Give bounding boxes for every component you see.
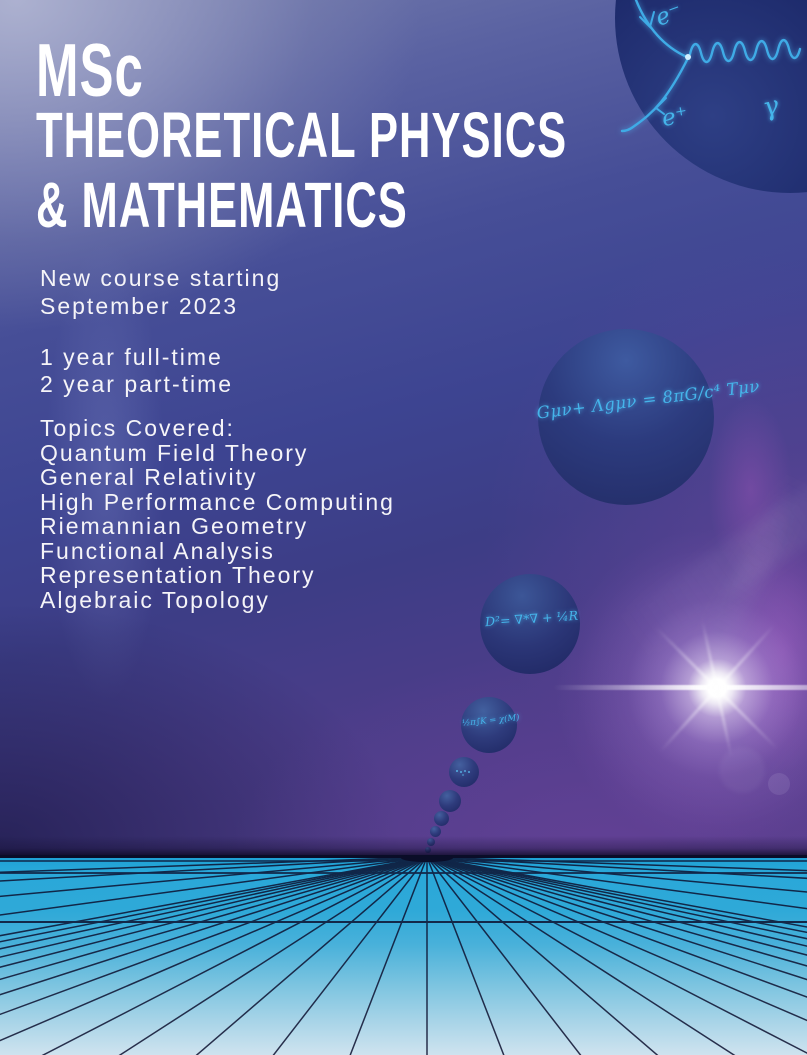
trail-sphere <box>434 811 449 826</box>
duration-full-time: 1 year full-time <box>40 344 223 370</box>
bokeh-circle <box>719 747 765 793</box>
trail-sphere <box>430 826 441 837</box>
einstein-equation-sphere <box>538 329 714 505</box>
course-title-line-2: THEORETICAL PHYSICS <box>36 99 568 171</box>
start-date-block: New course starting September 2023 <box>40 264 395 320</box>
duration-part-time: 2 year part-time <box>40 371 234 397</box>
topic-item: Riemannian Geometry <box>40 513 309 539</box>
topic-item: Algebraic Topology <box>40 586 270 613</box>
positron-label: e⁺ <box>659 101 690 133</box>
trail-sphere <box>439 790 461 812</box>
sky-background: e⁻ γ e⁺ Gμν+ Λgμν = 8πG/c⁴ Tμν D²= ∇*∇ +… <box>0 0 807 858</box>
course-details: New course starting September 2023 1 yea… <box>40 264 395 612</box>
topic-item: Quantum Field Theory <box>40 439 309 466</box>
topics-block: Topics Covered: Quantum Field Theory Gen… <box>40 416 395 612</box>
course-title-line-3: & MATHEMATICS <box>36 169 408 241</box>
topic-item: Representation Theory <box>40 562 316 588</box>
perspective-grid-lines <box>0 855 807 1055</box>
equation-scribble <box>456 770 458 772</box>
topic-item: High Performance Computing <box>40 488 395 515</box>
bokeh-circle <box>768 773 790 795</box>
lens-flare-streak <box>553 685 807 690</box>
topic-item: Functional Analysis <box>40 537 275 564</box>
feynman-diagram-sphere <box>615 0 807 193</box>
vanishing-point <box>401 855 453 862</box>
start-date-line-1: New course starting <box>40 265 282 291</box>
topics-heading: Topics Covered: <box>40 415 235 441</box>
trail-sphere <box>449 757 479 787</box>
horizon-haze <box>0 836 807 858</box>
degree-title: MSc <box>36 28 144 112</box>
topic-item: General Relativity <box>40 464 258 490</box>
start-date-line-2: September 2023 <box>40 293 239 319</box>
gauss-bonnet-sphere <box>461 697 517 753</box>
duration-block: 1 year full-time 2 year part-time <box>40 344 395 398</box>
perspective-grid-floor <box>0 855 807 1055</box>
